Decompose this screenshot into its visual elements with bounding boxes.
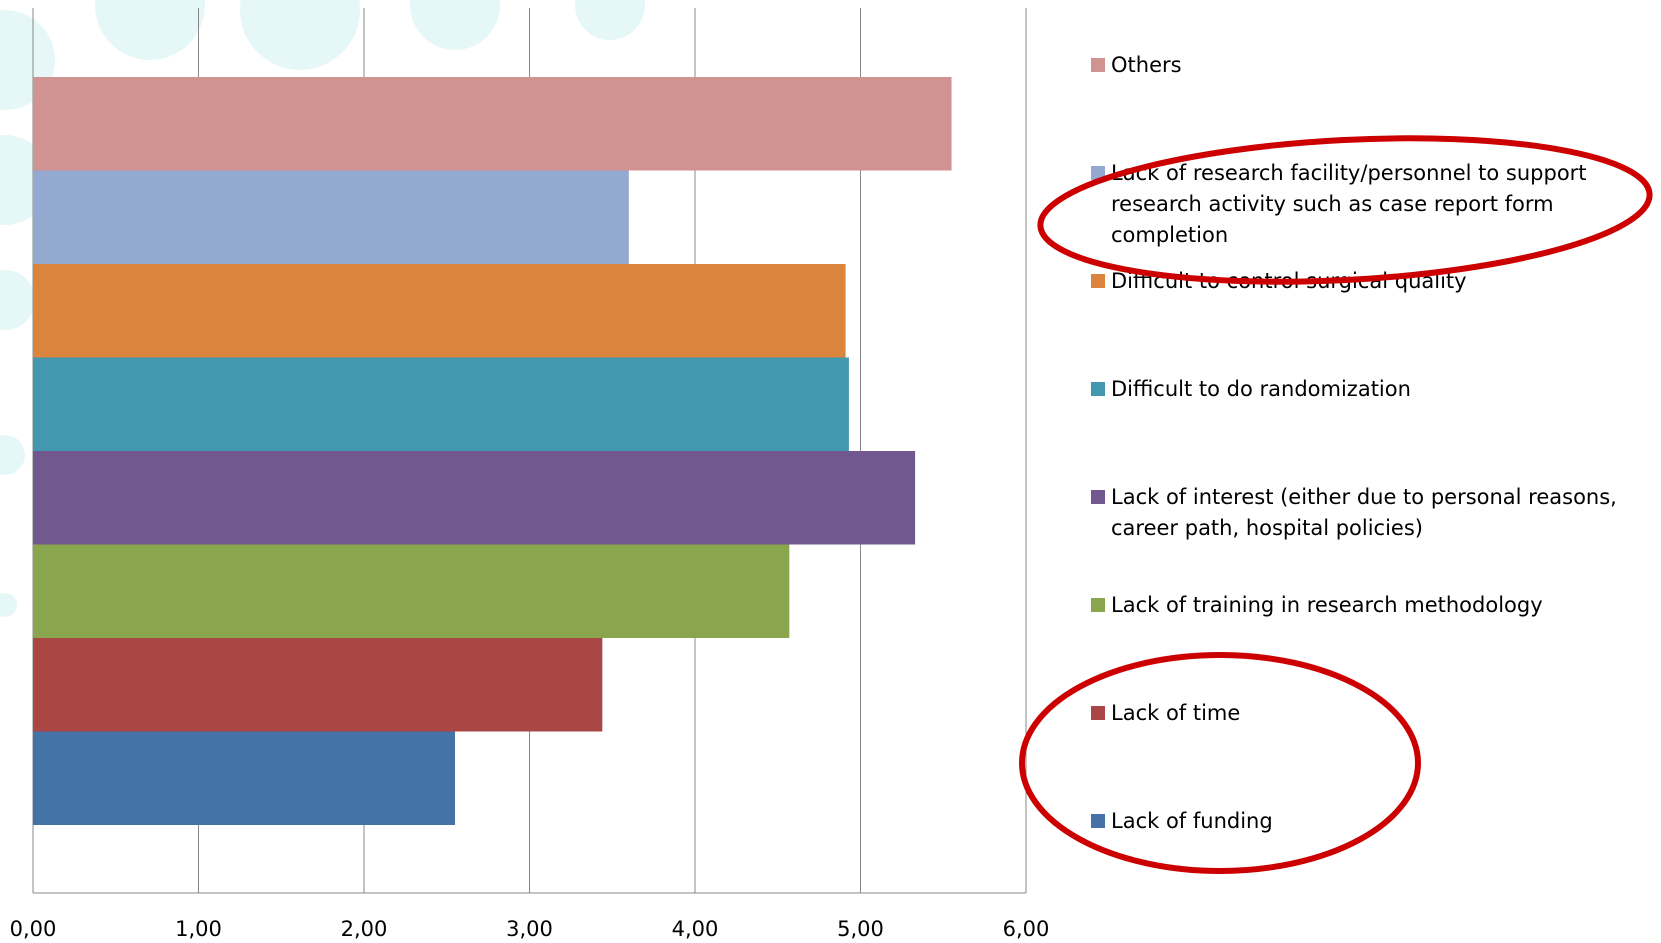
legend-swatch	[1091, 706, 1105, 720]
legend-label: Lack of time	[1111, 701, 1241, 725]
x-tick-label: 4,00	[672, 917, 719, 941]
background-decoration	[0, 0, 645, 617]
x-tick-label: 3,00	[506, 917, 553, 941]
x-tick-label: 1,00	[175, 917, 222, 941]
legend-item: Lack of time	[1091, 698, 1651, 729]
legend-item: Difficult to do randomization	[1091, 374, 1651, 405]
legend-swatch	[1091, 490, 1105, 504]
bar	[33, 731, 456, 825]
legend-label: Lack of interest (either due to personal…	[1111, 485, 1617, 540]
legend-label: Lack of training in research methodology	[1111, 593, 1543, 617]
x-tick-label: 0,00	[10, 917, 57, 941]
legend-label: Difficult to do randomization	[1111, 377, 1411, 401]
legend-label: Others	[1111, 53, 1182, 77]
legend-swatch	[1091, 274, 1105, 288]
bar	[33, 264, 846, 358]
legend-item: Others	[1091, 50, 1651, 81]
x-tick-label: 2,00	[341, 917, 388, 941]
x-tick-label: 5,00	[837, 917, 884, 941]
bar	[33, 77, 952, 171]
legend-swatch	[1091, 58, 1105, 72]
legend-item: Lack of training in research methodology	[1091, 590, 1651, 621]
bar	[33, 638, 603, 732]
bar	[33, 544, 790, 638]
legend-swatch	[1091, 382, 1105, 396]
bar	[33, 170, 629, 264]
legend-swatch	[1091, 598, 1105, 612]
legend-swatch	[1091, 814, 1105, 828]
legend-label: Difficult to control surgical quality	[1111, 269, 1467, 293]
legend-label: Lack of funding	[1111, 809, 1273, 833]
legend-swatch	[1091, 166, 1105, 180]
legend-item: Lack of funding	[1091, 806, 1651, 837]
legend-item: Lack of interest (either due to personal…	[1091, 482, 1651, 544]
legend-label: Lack of research facility/personnel to s…	[1111, 161, 1587, 247]
legend-item: Lack of research facility/personnel to s…	[1091, 158, 1651, 251]
x-tick-label: 6,00	[1003, 917, 1050, 941]
bar	[33, 357, 849, 451]
legend-item: Difficult to control surgical quality	[1091, 266, 1651, 297]
bar	[33, 451, 916, 545]
